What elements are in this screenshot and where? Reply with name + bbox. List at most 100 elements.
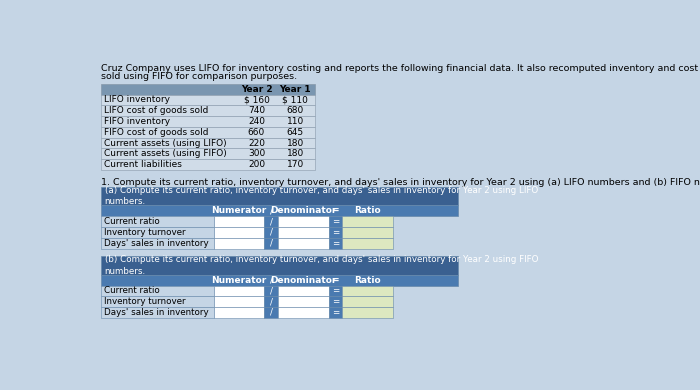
Bar — [278, 285, 328, 296]
Text: Current ratio: Current ratio — [104, 286, 160, 295]
Bar — [342, 216, 393, 227]
Text: Inventory turnover: Inventory turnover — [104, 228, 186, 237]
Bar — [278, 238, 328, 248]
Bar — [342, 227, 393, 238]
Bar — [102, 94, 314, 105]
Text: =: = — [332, 239, 340, 248]
Text: Ratio: Ratio — [354, 276, 381, 285]
Bar — [102, 256, 458, 275]
Bar — [102, 116, 314, 127]
Bar — [278, 307, 328, 318]
Text: /: / — [270, 217, 273, 226]
Text: $ 110: $ 110 — [282, 96, 308, 105]
Text: 1. Compute its current ratio, inventory turnover, and days' sales in inventory f: 1. Compute its current ratio, inventory … — [102, 178, 700, 187]
Text: LIFO cost of goods sold: LIFO cost of goods sold — [104, 106, 208, 115]
Text: 680: 680 — [286, 106, 304, 115]
Bar — [214, 285, 264, 296]
Bar — [264, 307, 278, 318]
Text: =: = — [332, 217, 340, 226]
Bar — [264, 216, 278, 227]
Bar — [102, 296, 214, 307]
Text: /: / — [270, 239, 273, 248]
Bar — [278, 296, 328, 307]
Bar — [214, 307, 264, 318]
Text: 170: 170 — [286, 160, 304, 169]
Text: LIFO inventory: LIFO inventory — [104, 96, 170, 105]
Text: sold using FIFO for comparison purposes.: sold using FIFO for comparison purposes. — [102, 72, 298, 81]
Bar — [278, 227, 328, 238]
Bar — [328, 238, 342, 248]
Text: =: = — [332, 308, 340, 317]
Text: FIFO inventory: FIFO inventory — [104, 117, 170, 126]
Bar — [102, 216, 214, 227]
Text: Current assets (using LIFO): Current assets (using LIFO) — [104, 138, 226, 147]
Text: Current ratio: Current ratio — [104, 217, 160, 226]
Text: $ 160: $ 160 — [244, 96, 270, 105]
Text: 740: 740 — [248, 106, 265, 115]
Bar — [342, 296, 393, 307]
Bar — [214, 216, 264, 227]
Text: 645: 645 — [286, 128, 304, 137]
Text: Year 1: Year 1 — [279, 85, 311, 94]
Bar — [214, 296, 264, 307]
Text: /: / — [270, 286, 273, 295]
Bar — [328, 296, 342, 307]
Bar — [264, 238, 278, 248]
Bar — [102, 127, 314, 138]
Text: 200: 200 — [248, 160, 265, 169]
Text: 180: 180 — [286, 138, 304, 147]
Text: Year 2: Year 2 — [241, 85, 272, 94]
Bar — [102, 105, 314, 116]
Text: Days' sales in inventory: Days' sales in inventory — [104, 239, 209, 248]
Text: Denominator: Denominator — [270, 276, 337, 285]
Text: /: / — [270, 228, 273, 237]
Bar — [328, 227, 342, 238]
Bar — [264, 296, 278, 307]
Text: 180: 180 — [286, 149, 304, 158]
Text: (a) Compute its current ratio, inventory turnover, and days' sales in inventory : (a) Compute its current ratio, inventory… — [104, 186, 538, 206]
Text: /: / — [270, 276, 273, 285]
Text: Inventory turnover: Inventory turnover — [104, 297, 186, 306]
Text: 110: 110 — [286, 117, 304, 126]
Text: =: = — [332, 206, 340, 215]
Text: Current assets (using FIFO): Current assets (using FIFO) — [104, 149, 227, 158]
Text: Numerator: Numerator — [211, 276, 267, 285]
Text: Ratio: Ratio — [354, 206, 381, 215]
Text: =: = — [332, 228, 340, 237]
Bar — [342, 307, 393, 318]
Text: /: / — [270, 206, 273, 215]
Bar — [102, 138, 314, 149]
Bar — [264, 285, 278, 296]
Bar — [102, 285, 214, 296]
Text: =: = — [332, 297, 340, 306]
Text: 300: 300 — [248, 149, 265, 158]
Text: Days' sales in inventory: Days' sales in inventory — [104, 308, 209, 317]
Bar — [328, 307, 342, 318]
Bar — [102, 84, 314, 94]
Text: 220: 220 — [248, 138, 265, 147]
Text: Denominator: Denominator — [270, 206, 337, 215]
Text: FIFO cost of goods sold: FIFO cost of goods sold — [104, 128, 209, 137]
Text: /: / — [270, 297, 273, 306]
Text: Numerator: Numerator — [211, 206, 267, 215]
Bar — [102, 187, 458, 206]
Bar — [278, 216, 328, 227]
Text: =: = — [332, 276, 340, 285]
Text: Current liabilities: Current liabilities — [104, 160, 182, 169]
Text: (b) Compute its current ratio, inventory turnover, and days' sales in inventory : (b) Compute its current ratio, inventory… — [104, 255, 538, 276]
Text: /: / — [270, 308, 273, 317]
Bar — [264, 227, 278, 238]
Bar — [214, 238, 264, 248]
Text: =: = — [332, 286, 340, 295]
Bar — [102, 238, 214, 248]
Text: 240: 240 — [248, 117, 265, 126]
Bar — [342, 285, 393, 296]
Bar — [102, 159, 314, 170]
Bar — [102, 307, 214, 318]
Bar — [342, 238, 393, 248]
Bar — [328, 216, 342, 227]
Text: Cruz Company uses LIFO for inventory costing and reports the following financial: Cruz Company uses LIFO for inventory cos… — [102, 64, 700, 73]
Bar — [102, 227, 214, 238]
Bar — [328, 285, 342, 296]
Bar — [214, 227, 264, 238]
